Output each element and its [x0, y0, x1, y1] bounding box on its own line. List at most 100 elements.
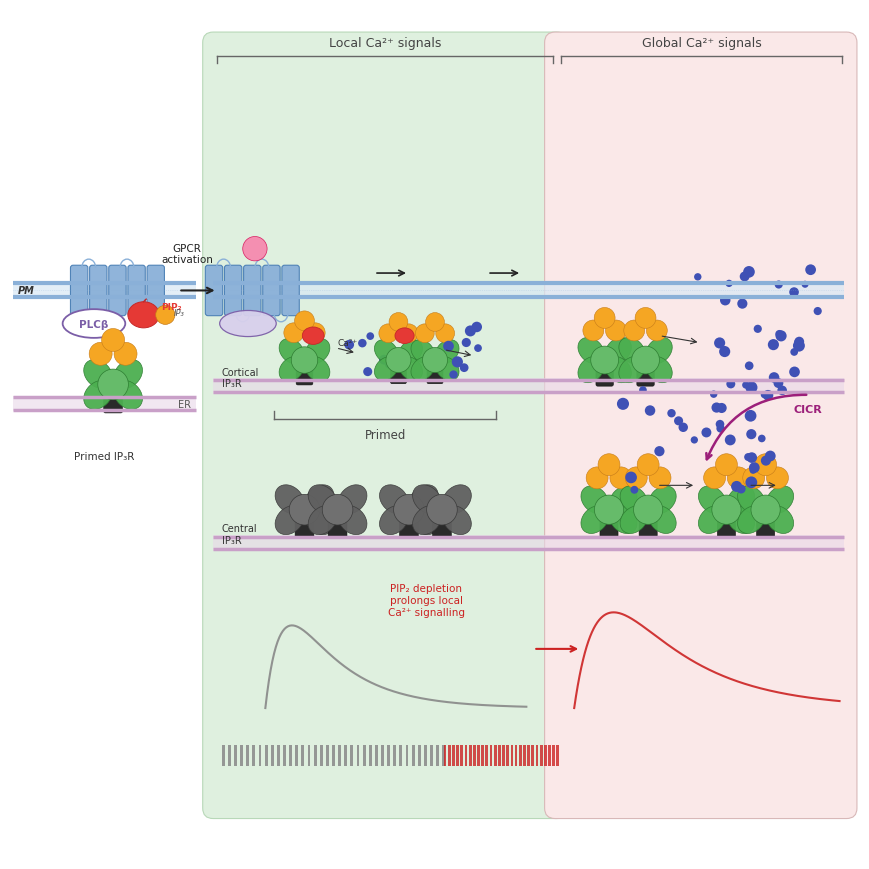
Circle shape: [344, 341, 354, 350]
Bar: [362, 745, 365, 766]
Circle shape: [634, 308, 655, 329]
Circle shape: [291, 348, 317, 374]
Circle shape: [630, 487, 638, 494]
Ellipse shape: [608, 507, 636, 534]
Circle shape: [379, 355, 388, 365]
Circle shape: [711, 403, 721, 413]
Circle shape: [753, 454, 776, 476]
FancyBboxPatch shape: [636, 359, 653, 387]
FancyBboxPatch shape: [295, 508, 314, 539]
Ellipse shape: [410, 357, 434, 381]
Circle shape: [813, 308, 821, 315]
Circle shape: [305, 323, 325, 343]
Circle shape: [653, 447, 664, 457]
Bar: [246, 745, 249, 766]
Bar: [527, 745, 529, 766]
Circle shape: [739, 272, 749, 282]
Circle shape: [726, 380, 734, 389]
Circle shape: [667, 409, 675, 418]
Circle shape: [690, 437, 697, 444]
Ellipse shape: [395, 328, 414, 344]
Circle shape: [768, 373, 779, 383]
Bar: [556, 745, 559, 766]
Circle shape: [289, 494, 320, 526]
Circle shape: [625, 468, 647, 489]
Circle shape: [774, 330, 782, 339]
Ellipse shape: [304, 485, 334, 514]
Bar: [405, 745, 408, 766]
Circle shape: [102, 329, 124, 352]
Ellipse shape: [337, 506, 367, 535]
Text: IP₃: IP₃: [174, 308, 185, 317]
Ellipse shape: [577, 338, 604, 364]
Circle shape: [748, 467, 756, 474]
Text: Primed IP₃R: Primed IP₃R: [74, 452, 135, 461]
Circle shape: [362, 368, 372, 377]
Bar: [332, 745, 335, 766]
Bar: [518, 745, 521, 766]
Ellipse shape: [737, 507, 765, 534]
Bar: [481, 745, 483, 766]
Ellipse shape: [647, 507, 675, 534]
Bar: [435, 745, 439, 766]
Ellipse shape: [645, 338, 672, 364]
Circle shape: [748, 462, 759, 474]
Circle shape: [594, 495, 623, 525]
FancyBboxPatch shape: [147, 266, 164, 316]
Circle shape: [725, 281, 732, 288]
Ellipse shape: [83, 360, 113, 389]
Bar: [13, 282, 196, 300]
Ellipse shape: [608, 487, 636, 514]
FancyBboxPatch shape: [262, 266, 280, 316]
Bar: [429, 745, 433, 766]
Ellipse shape: [308, 506, 337, 535]
Ellipse shape: [698, 487, 726, 514]
Bar: [308, 745, 310, 766]
Text: CICR: CICR: [793, 404, 821, 414]
Bar: [452, 745, 454, 766]
Bar: [320, 745, 322, 766]
Bar: [399, 745, 401, 766]
Bar: [497, 745, 501, 766]
Bar: [338, 745, 341, 766]
Ellipse shape: [577, 357, 604, 383]
FancyBboxPatch shape: [70, 266, 88, 316]
Bar: [539, 745, 542, 766]
Circle shape: [724, 435, 735, 446]
FancyBboxPatch shape: [595, 359, 613, 387]
Circle shape: [366, 333, 374, 341]
Ellipse shape: [580, 507, 608, 534]
Text: PLCβ: PLCβ: [79, 319, 109, 329]
Bar: [295, 745, 298, 766]
Ellipse shape: [128, 302, 159, 328]
Circle shape: [711, 495, 740, 525]
Bar: [417, 745, 420, 766]
Circle shape: [114, 343, 137, 366]
Text: Global Ca²⁺ signals: Global Ca²⁺ signals: [641, 36, 760, 50]
Bar: [375, 745, 377, 766]
Ellipse shape: [279, 339, 304, 364]
Ellipse shape: [113, 381, 143, 410]
Bar: [213, 282, 843, 300]
Ellipse shape: [645, 357, 672, 383]
Circle shape: [792, 341, 804, 352]
Circle shape: [766, 468, 787, 489]
Bar: [387, 745, 389, 766]
Bar: [468, 745, 471, 766]
FancyBboxPatch shape: [717, 508, 734, 537]
Circle shape: [474, 345, 481, 353]
Circle shape: [631, 347, 659, 375]
Bar: [234, 745, 236, 766]
Circle shape: [399, 324, 417, 343]
Ellipse shape: [398, 341, 422, 364]
FancyBboxPatch shape: [109, 266, 126, 316]
Text: Ca²⁺: Ca²⁺: [337, 339, 357, 348]
Bar: [270, 745, 274, 766]
Bar: [240, 745, 242, 766]
FancyBboxPatch shape: [103, 383, 123, 414]
Ellipse shape: [604, 338, 631, 364]
Ellipse shape: [618, 338, 645, 364]
FancyBboxPatch shape: [427, 359, 442, 384]
FancyBboxPatch shape: [224, 266, 242, 316]
Circle shape: [464, 326, 475, 337]
